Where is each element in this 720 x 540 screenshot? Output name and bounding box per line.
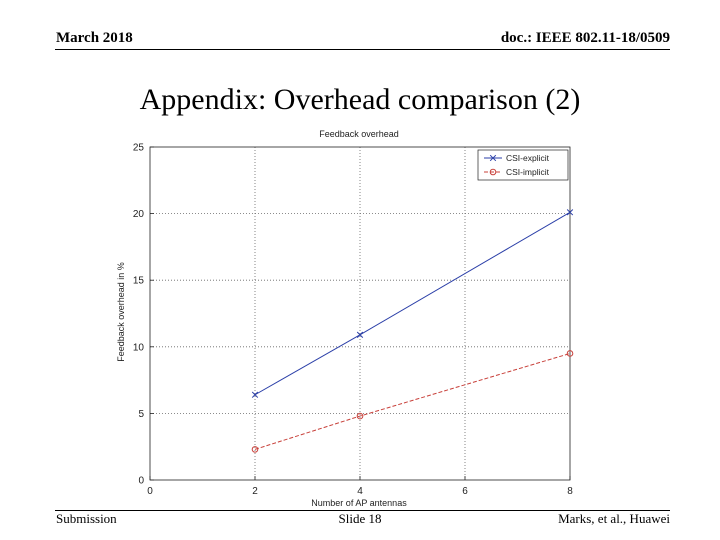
header-date: March 2018 bbox=[56, 30, 133, 46]
y-tick-label: 20 bbox=[133, 209, 145, 220]
x-tick-label: 6 bbox=[462, 486, 468, 497]
y-tick-label: 0 bbox=[138, 476, 144, 487]
x-tick-label: 8 bbox=[567, 486, 573, 497]
legend-label-csi-implicit: CSI-implicit bbox=[506, 167, 550, 177]
y-tick-label: 10 bbox=[133, 342, 145, 353]
legend-marker-csi-explicit bbox=[489, 154, 497, 162]
x-tick-label: 0 bbox=[147, 486, 153, 497]
series-line-csi-implicit bbox=[254, 352, 571, 450]
footer-rule bbox=[55, 510, 670, 511]
chart-ylabel: Feedback overhead in % bbox=[116, 262, 126, 362]
header-doc-id: doc.: IEEE 802.11-18/0509 bbox=[500, 30, 670, 46]
data-point-csi-explicit bbox=[356, 331, 364, 338]
x-tick-label: 4 bbox=[357, 486, 363, 497]
plot-frame bbox=[149, 146, 571, 481]
series-line-csi-explicit bbox=[254, 211, 571, 396]
data-point-csi-explicit bbox=[251, 391, 259, 398]
footer-authors: Marks, et al., Huawei bbox=[558, 511, 670, 526]
x-tick-label: 2 bbox=[252, 486, 258, 497]
header-rule bbox=[55, 49, 670, 50]
chart-series bbox=[251, 209, 574, 453]
data-point-csi-implicit bbox=[356, 412, 364, 420]
y-tick-label: 25 bbox=[133, 143, 145, 154]
slide-title: Appendix: Overhead comparison (2) bbox=[139, 83, 581, 116]
footer-slide-number: Slide 18 bbox=[338, 511, 382, 526]
chart-legend: CSI-explicit CSI-implicit bbox=[477, 149, 569, 181]
data-point-csi-explicit bbox=[566, 209, 574, 216]
legend-label-csi-explicit: CSI-explicit bbox=[506, 153, 550, 163]
footer-submission: Submission bbox=[56, 511, 117, 526]
chart-axes bbox=[149, 146, 571, 481]
legend-marker-csi-implicit bbox=[489, 168, 497, 176]
chart-grid bbox=[150, 147, 570, 480]
data-point-csi-implicit bbox=[566, 350, 574, 357]
y-tick-label: 15 bbox=[133, 276, 145, 287]
chart-title: Feedback overhead bbox=[319, 129, 399, 139]
chart-ticks: 0 2 4 6 8 0 5 10 15 20 25 bbox=[133, 143, 573, 498]
chart-xlabel: Number of AP antennas bbox=[311, 498, 407, 508]
y-tick-label: 5 bbox=[138, 409, 144, 420]
data-point-csi-implicit bbox=[251, 446, 259, 453]
